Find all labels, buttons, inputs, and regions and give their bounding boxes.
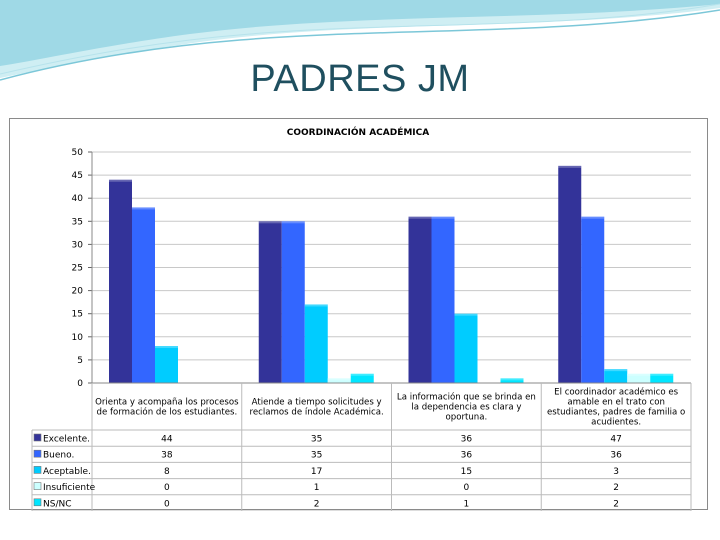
category-label: La información que se brinda en	[397, 392, 536, 403]
category-label: oportuna.	[445, 413, 487, 423]
table-cell-value: 1	[314, 483, 320, 493]
bar-highlight	[431, 216, 455, 219]
legend-label: Insuficiente	[43, 483, 96, 493]
bar	[327, 378, 351, 383]
bar	[627, 373, 651, 383]
bar	[304, 304, 328, 383]
bar-highlight	[558, 165, 582, 168]
bar	[258, 221, 282, 383]
table-cell-value: 36	[610, 451, 622, 461]
table-cell-value: 2	[613, 499, 619, 509]
table-cell-value: 35	[311, 451, 322, 461]
bar-highlight	[454, 313, 478, 316]
legend-label: Bueno.	[43, 451, 74, 461]
table-cell-value: 3	[613, 467, 619, 477]
bar-highlight	[650, 373, 674, 376]
table-cell-value: 44	[161, 435, 173, 445]
y-tick-label: 40	[72, 194, 84, 204]
bar-highlight	[604, 369, 628, 372]
category-label: de formación de los estudiantes.	[97, 407, 238, 418]
chart-frame: COORDINACIÓN ACADÉMICA 0 5 10 15 20 25 30 35 40 4…	[9, 118, 708, 511]
bar-highlight	[350, 373, 374, 376]
bar-highlight	[132, 207, 155, 210]
bar-highlight	[500, 378, 524, 381]
category-label: la dependencia es clara y	[411, 403, 521, 413]
bar-highlight	[109, 179, 132, 182]
y-tick-label: 15	[72, 310, 83, 320]
bar	[281, 221, 305, 383]
bar-highlight	[627, 373, 651, 376]
table-cell-value: 17	[311, 467, 322, 477]
y-tick-label: 25	[72, 264, 83, 274]
bar	[132, 207, 155, 383]
category-label: Orienta y acompaña los procesos	[95, 398, 239, 408]
bar-highlight	[281, 221, 305, 224]
bar	[558, 165, 582, 383]
y-tick-label: 0	[77, 379, 83, 389]
bar-highlight	[408, 216, 432, 219]
bar	[454, 313, 478, 383]
category-label: El coordinador académico es	[554, 387, 678, 398]
bar-highlight	[304, 304, 328, 307]
legend-swatch	[33, 449, 42, 458]
category-label: reclamos de índole Académica.	[250, 407, 384, 418]
y-tick-label: 5	[77, 356, 83, 366]
legend-swatch	[33, 433, 42, 442]
legend-label: NS/NC	[43, 499, 72, 509]
bar-highlight	[581, 216, 605, 219]
bar	[350, 373, 374, 383]
table-cell-value: 38	[161, 451, 173, 461]
table-cell-value: 47	[610, 435, 621, 445]
y-tick-label: 20	[72, 287, 84, 297]
table-cell-value: 2	[314, 499, 320, 509]
table-cell-value: 1	[464, 499, 470, 509]
bar-highlight	[327, 378, 351, 381]
y-tick-label: 35	[72, 217, 83, 227]
category-label: Atiende a tiempo solicitudes y	[252, 398, 382, 408]
y-tick-label: 50	[72, 148, 84, 158]
table-cell-value: 35	[311, 435, 322, 445]
legend-label: Excelente.	[43, 435, 90, 445]
bar-highlight	[155, 346, 178, 349]
bar	[109, 179, 132, 383]
table-cell-value: 2	[613, 483, 619, 493]
legend-label: Aceptable.	[43, 467, 91, 477]
table-cell-value: 36	[461, 451, 473, 461]
chart-title: COORDINACIÓN ACADÉMICA	[287, 126, 429, 138]
y-tick-label: 30	[72, 240, 84, 250]
category-label: acudientes.	[591, 418, 641, 428]
y-tick-label: 10	[72, 333, 84, 343]
category-label: amable en el trato con	[567, 398, 665, 408]
legend-swatch	[33, 466, 42, 474]
table-cell-value: 15	[461, 467, 472, 477]
table-cell-value: 8	[164, 467, 170, 477]
table-cell-value: 0	[164, 483, 170, 493]
bar	[431, 216, 455, 383]
bar	[155, 346, 178, 383]
y-tick-label: 45	[72, 171, 83, 181]
bar-highlight	[258, 221, 282, 224]
bar	[604, 369, 628, 383]
header-wave-decoration	[0, 0, 720, 81]
bar-chart: COORDINACIÓN ACADÉMICA 05101520253035404…	[31, 126, 692, 511]
slide-title: PADRES JM	[250, 58, 470, 100]
table-cell-value: 0	[164, 499, 170, 509]
bar	[650, 373, 674, 383]
legend-swatch	[33, 498, 42, 507]
legend-swatch	[33, 482, 42, 490]
table-cell-value: 0	[464, 483, 470, 493]
bar	[408, 216, 432, 383]
category-label: estudiantes, padres de familia o	[547, 408, 685, 418]
bar	[500, 378, 524, 383]
table-cell-value: 36	[461, 435, 473, 445]
bar	[581, 216, 605, 383]
